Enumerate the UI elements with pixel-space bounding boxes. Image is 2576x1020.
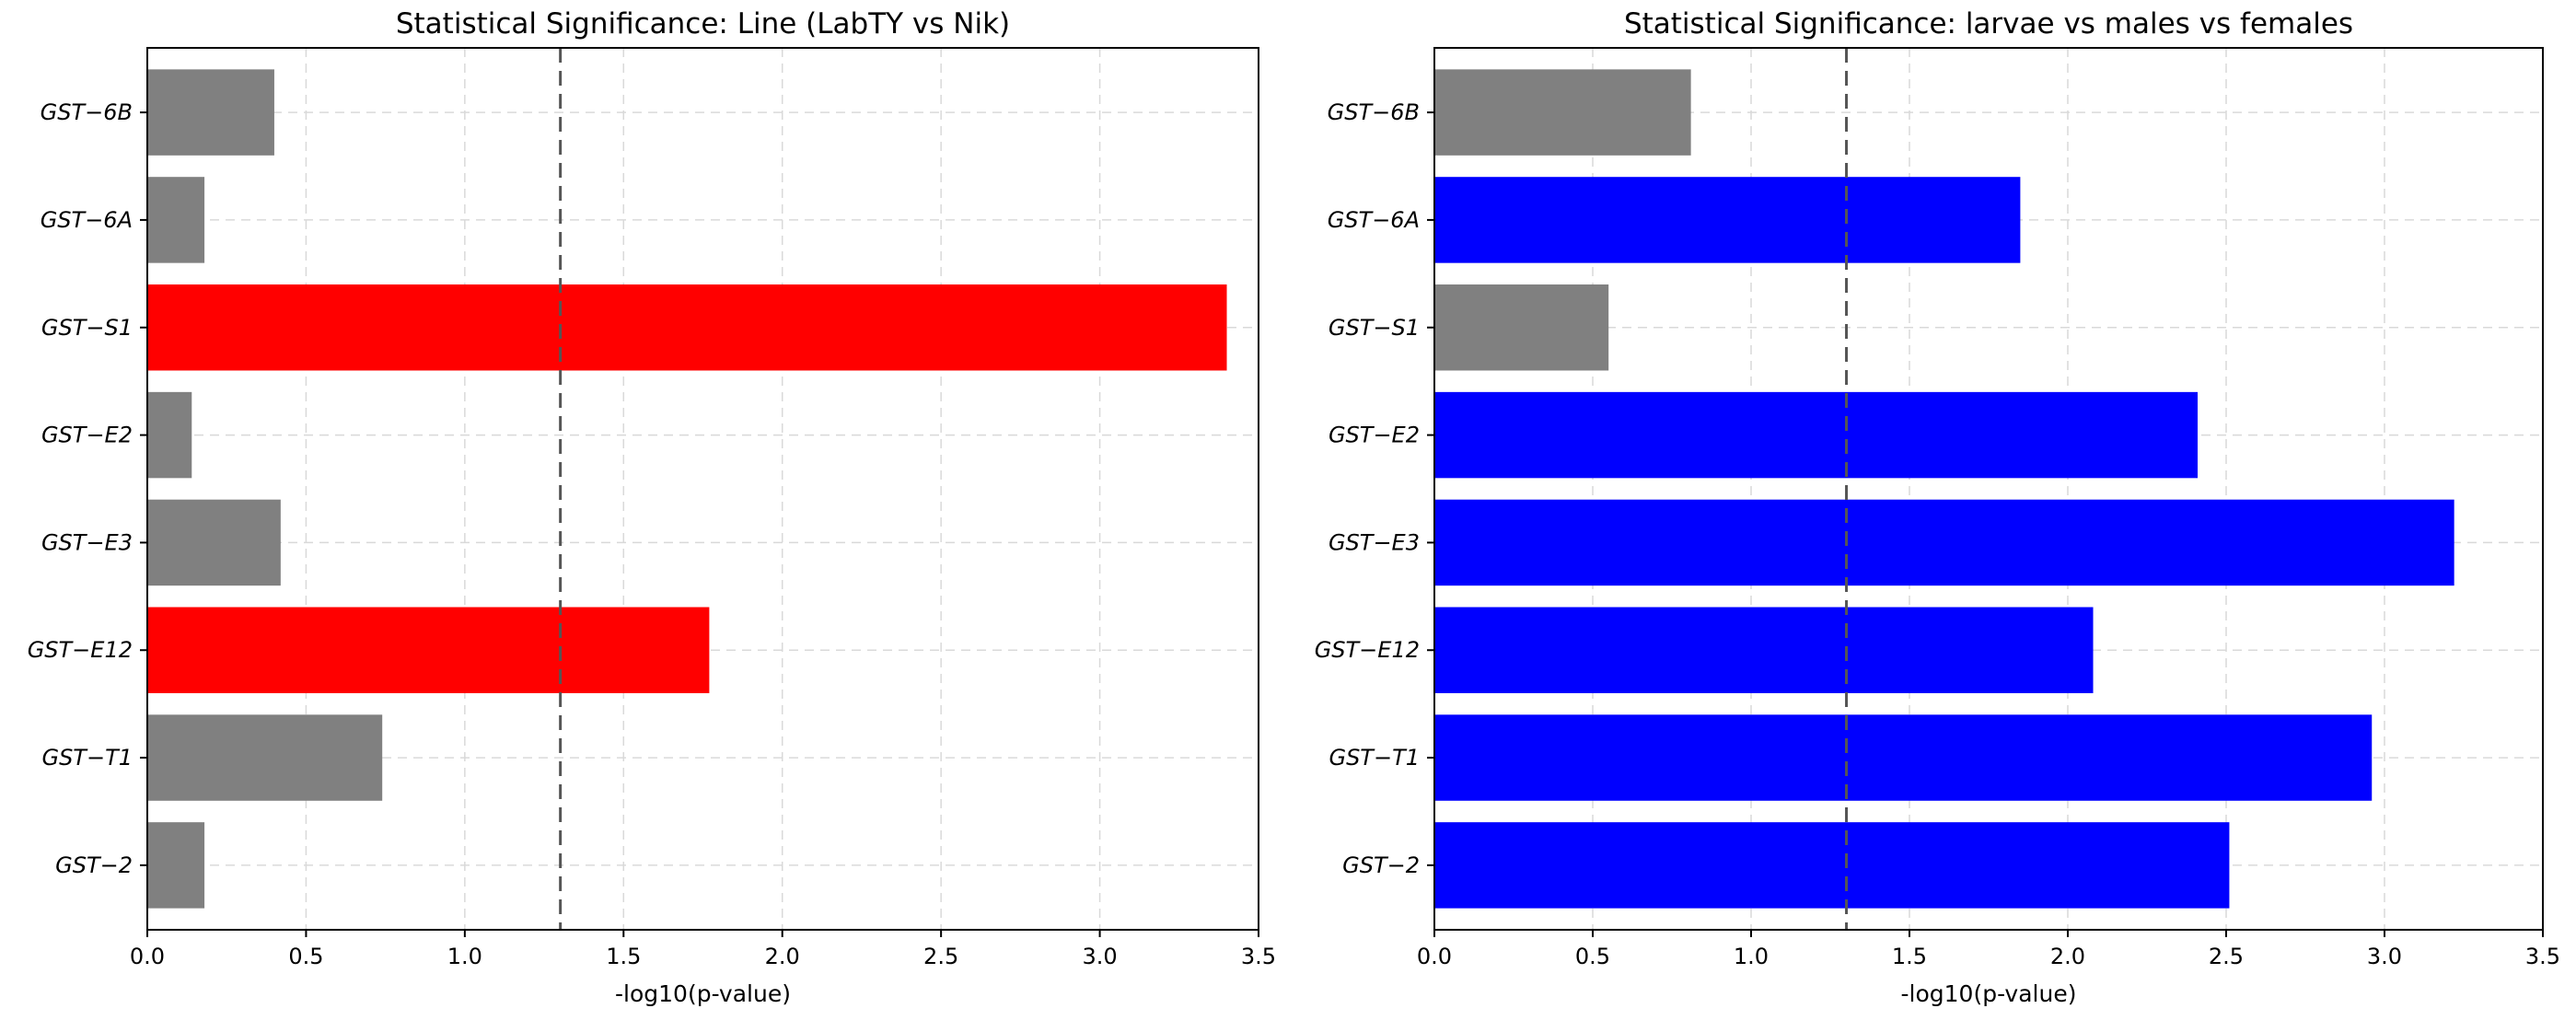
category-label: GST−6B — [41, 99, 133, 125]
category-label: GST−E2 — [1329, 423, 1420, 448]
axes-frame — [1433, 47, 2544, 931]
x-tick-label: 0.5 — [288, 944, 323, 969]
chart-left: 0.0 0.5 1.0 1.5 2.0 2.5 3.0 3.5 GST−6B GST−6A GST−… — [28, 7, 1276, 1007]
chart-title: Statistical Significance: larvae vs male… — [1624, 7, 2353, 41]
x-axis-label: -log10(p-value) — [615, 980, 791, 1007]
bar — [147, 69, 274, 156]
category-label: GST−2 — [55, 852, 133, 878]
category-label: GST−6A — [1328, 207, 1420, 233]
x-tick-label: 1.0 — [447, 944, 482, 969]
x-tick-label: 0.0 — [130, 944, 165, 969]
x-tick-label: 1.5 — [606, 944, 641, 969]
category-label: GST−E3 — [41, 529, 133, 555]
category-label: GST−6B — [1328, 99, 1420, 125]
category-label: GST−E12 — [1315, 637, 1420, 663]
category-label: GST−6A — [41, 207, 133, 233]
category-label: GST−E3 — [1329, 529, 1420, 555]
bar — [1434, 284, 1609, 371]
category-label: GST−2 — [1342, 852, 1420, 878]
bar — [147, 177, 205, 263]
x-tick-label: 0.0 — [1417, 944, 1452, 969]
bar — [1434, 391, 2199, 479]
bar — [147, 822, 205, 909]
x-tick-label: 2.5 — [923, 944, 958, 969]
bar — [147, 391, 192, 479]
bar — [147, 284, 1227, 371]
x-tick-label: 2.5 — [2209, 944, 2244, 969]
x-tick-label: 0.5 — [1575, 944, 1610, 969]
bar — [1434, 607, 2094, 693]
category-label: GST−S1 — [41, 315, 133, 341]
bar — [1434, 822, 2230, 909]
bar — [147, 607, 710, 693]
axes-frame — [146, 47, 1259, 931]
x-tick-label: 3.5 — [2525, 944, 2560, 969]
category-label: GST−E12 — [28, 637, 133, 663]
bar — [1434, 499, 2454, 586]
bar — [1434, 177, 2021, 263]
category-label: GST−E2 — [41, 423, 133, 448]
bar — [147, 499, 281, 586]
x-axis-label: -log10(p-value) — [1901, 980, 2077, 1007]
bar — [1434, 714, 2373, 801]
category-label: GST−T1 — [1329, 745, 1420, 771]
bar — [147, 714, 383, 801]
x-tick-label: 1.0 — [1734, 944, 1769, 969]
category-label: GST−T1 — [41, 745, 133, 771]
bar — [1434, 69, 1691, 156]
x-tick-label: 2.0 — [765, 944, 800, 969]
chart-right: 0.0 0.5 1.0 1.5 2.0 2.5 3.0 3.5 GST−6B GST−6A GST−… — [1315, 7, 2560, 1007]
x-tick-label: 3.5 — [1241, 944, 1276, 969]
x-tick-label: 3.0 — [1082, 944, 1117, 969]
x-tick-label: 1.5 — [1892, 944, 1927, 969]
x-tick-label: 2.0 — [2050, 944, 2085, 969]
x-tick-label: 3.0 — [2367, 944, 2402, 969]
category-label: GST−S1 — [1329, 315, 1420, 341]
chart-title: Statistical Significance: Line (LabTY vs… — [396, 7, 1010, 41]
